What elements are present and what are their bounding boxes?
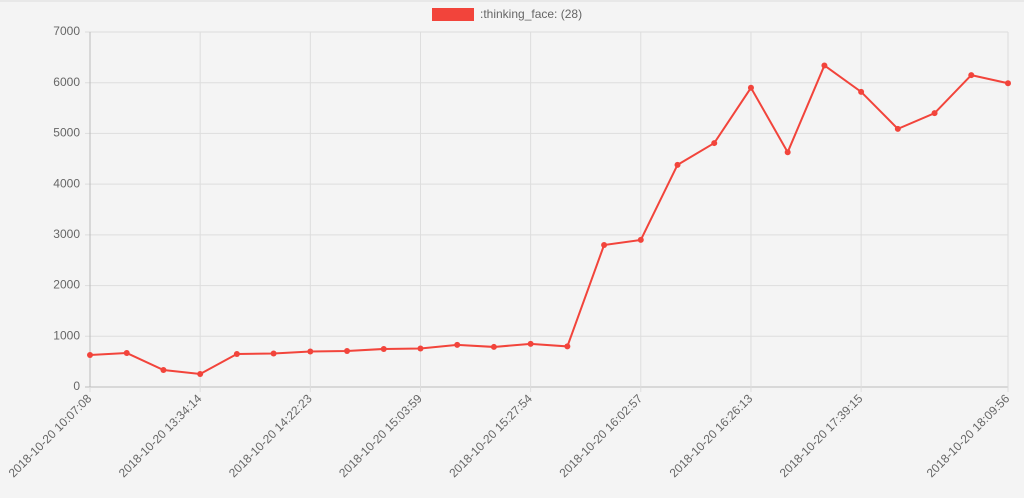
y-tick-label: 6000	[53, 75, 80, 89]
point	[894, 125, 901, 132]
point	[270, 350, 277, 357]
x-tick-label: 2018-10-20 16:02:57	[556, 391, 645, 480]
point	[637, 236, 644, 243]
point	[380, 345, 387, 352]
y-tick-label: 3000	[53, 227, 80, 241]
y-tick-label: 7000	[53, 24, 80, 38]
point	[931, 110, 938, 117]
x-tick-label: 2018-10-20 14:22:23	[226, 391, 315, 480]
point	[490, 343, 497, 350]
x-tick-label: 2018-10-20 18:09:56	[924, 391, 1013, 480]
point	[454, 341, 461, 348]
y-tick-label: 1000	[53, 328, 80, 342]
point	[784, 149, 791, 156]
point	[747, 84, 754, 91]
y-tick-label: 5000	[53, 126, 80, 140]
point	[674, 161, 681, 168]
point	[123, 350, 130, 357]
x-tick-label: 2018-10-20 15:03:59	[336, 391, 425, 480]
x-tick-label: 2018-10-20 10:07:08	[6, 391, 95, 480]
point	[197, 371, 204, 378]
point	[417, 345, 424, 352]
x-tick-label: 2018-10-20 16:26:13	[667, 391, 756, 480]
x-tick-label: 2018-10-20 15:27:54	[446, 391, 535, 480]
y-tick-label: 2000	[53, 278, 80, 292]
point	[711, 140, 718, 147]
line	[89, 63, 1009, 376]
point	[344, 347, 351, 354]
x-tick-label: 2018-10-20 13:34:14	[116, 391, 205, 480]
legend-swatch	[432, 8, 474, 21]
point	[307, 348, 314, 355]
point	[821, 62, 828, 69]
point	[527, 340, 534, 347]
legend-label: :thinking_face: (28)	[480, 7, 582, 21]
point	[601, 242, 608, 248]
x-tick-label: 2018-10-20 17:39:15	[777, 391, 866, 480]
point	[233, 351, 240, 358]
point	[160, 367, 167, 374]
point	[968, 72, 975, 79]
point	[1005, 80, 1011, 87]
point	[858, 88, 865, 95]
point	[87, 352, 93, 359]
point	[564, 343, 571, 350]
y-tick-label: 4000	[53, 176, 80, 190]
y-tick-label: 0	[73, 379, 80, 393]
